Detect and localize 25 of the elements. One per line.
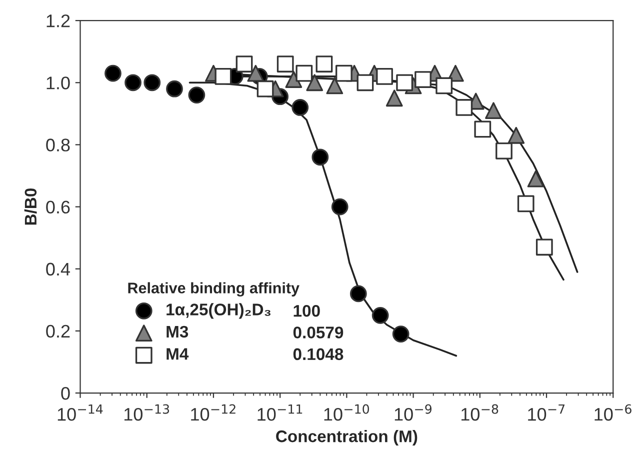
x-tick-label: 10$^{−6}$ <box>594 404 632 421</box>
legend-label: M4 <box>166 348 189 360</box>
x-tick-label: 10$^{−14}$ <box>58 404 103 421</box>
x-tick-label: 10$^{−8}$ <box>462 404 498 421</box>
annotation: 100 <box>294 304 320 317</box>
y-tick-label: 0.2 <box>46 324 70 338</box>
annotation: 0.1048 <box>293 348 344 360</box>
legend-title: Relative binding affinity <box>128 282 300 297</box>
x-tick-label: 10$^{−7}$ <box>528 404 565 421</box>
annotation: 0.0579 <box>293 326 344 338</box>
x-tick-label: 10$^{−9}$ <box>394 404 432 421</box>
y-tick-label: 0.4 <box>46 262 70 276</box>
x-axis-title: Concentration (M) <box>276 430 418 446</box>
y-axis-title: B/B0 <box>24 188 37 225</box>
legend-label: 1α,25(OH)₂D₃ <box>166 303 270 319</box>
y-tick-label: 1.2 <box>46 14 70 28</box>
x-tick-label: 10$^{−10}$ <box>324 404 370 421</box>
y-tick-label: 0.8 <box>46 138 70 152</box>
y-tick-label: 0.6 <box>46 200 70 214</box>
x-tick-label: 10$^{−12}$ <box>191 404 236 421</box>
x-tick-label: 10$^{−13}$ <box>124 404 170 421</box>
y-tick-label: 0 <box>61 386 70 400</box>
x-tick-label: 10$^{−11}$ <box>258 404 302 421</box>
legend-label: M3 <box>166 326 188 338</box>
y-tick-label: 1.0 <box>46 76 70 90</box>
